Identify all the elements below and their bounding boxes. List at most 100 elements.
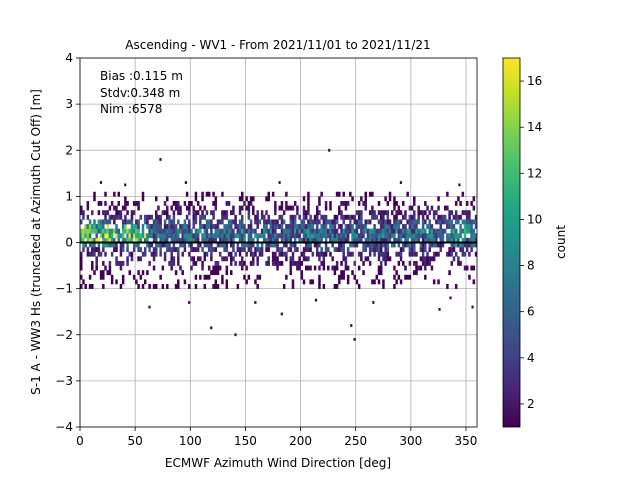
heatmap-cell (324, 205, 328, 211)
heatmap-cell (154, 219, 158, 225)
heatmap-cell (238, 210, 242, 216)
heatmap-cell (353, 228, 356, 234)
heatmap-cell (360, 237, 363, 243)
heatmap-cell (291, 205, 295, 211)
heatmap-cell (463, 233, 467, 239)
heatmap-cell (315, 233, 319, 239)
heatmap-cell (298, 265, 301, 271)
heatmap-cell (424, 219, 427, 225)
heatmap-cell (406, 242, 409, 248)
heatmap-cell (311, 224, 315, 229)
heatmap-cell (397, 224, 401, 229)
heatmap-cell (368, 251, 372, 257)
heatmap-cell (194, 219, 198, 225)
heatmap-cell (426, 251, 429, 257)
heatmap-cell (382, 214, 385, 220)
heatmap-cell (421, 233, 425, 239)
heatmap-cell (194, 274, 198, 280)
heatmap-cell (132, 247, 136, 253)
heatmap-cell (121, 224, 125, 229)
heatmap-cell (132, 224, 136, 229)
heatmap-cell (410, 233, 414, 239)
heatmap-cell (126, 219, 129, 225)
heatmap-cell (243, 200, 246, 206)
heatmap-cell (82, 279, 85, 285)
heatmap-cell (91, 284, 94, 289)
heatmap-cell (276, 242, 279, 248)
heatmap-cell (183, 233, 187, 239)
heatmap-cell (199, 224, 202, 229)
heatmap-cell (157, 228, 160, 234)
heatmap-cell (318, 265, 321, 271)
heatmap-cell (397, 205, 401, 211)
heatmap-cell (452, 233, 456, 239)
heatmap-cell (221, 228, 224, 234)
heatmap-cell (364, 196, 368, 202)
heatmap-cell (263, 214, 266, 220)
heatmap-cell (386, 200, 390, 206)
heatmap-cell (424, 260, 427, 266)
heatmap-cell (360, 228, 363, 234)
heatmap-cell (463, 237, 467, 243)
heatmap-cell (346, 279, 350, 285)
heatmap-cell (293, 228, 297, 234)
heatmap-cell (135, 219, 138, 225)
heatmap-cell (280, 214, 284, 220)
heatmap-cell (225, 284, 229, 289)
heatmap-cell (148, 284, 151, 289)
heatmap-cell (179, 224, 182, 229)
chart-title: Ascending - WV1 - From 2021/11/01 to 202… (125, 38, 430, 52)
heatmap-cell (289, 224, 293, 229)
heatmap-cell (91, 228, 94, 234)
heatmap-cell (424, 210, 427, 216)
heatmap-cell (267, 247, 270, 253)
heatmap-cell (276, 265, 279, 271)
heatmap-cell (115, 205, 118, 211)
heatmap-cell (159, 224, 162, 229)
heatmap-cell (161, 210, 165, 216)
heatmap-cell (143, 214, 147, 220)
heatmap-cell (386, 228, 390, 234)
heatmap-cell (375, 274, 379, 280)
heatmap-cell (256, 247, 259, 253)
heatmap-cell (424, 256, 427, 262)
heatmap-cell (143, 237, 147, 243)
heatmap-cell (157, 214, 160, 220)
heatmap-cell (166, 233, 169, 239)
heatmap-cell (399, 279, 403, 285)
heatmap-cell (470, 233, 473, 239)
heatmap-cell (188, 210, 191, 216)
heatmap-cell (93, 196, 96, 202)
heatmap-cell (172, 200, 176, 206)
heatmap-cell (366, 242, 370, 248)
heatmap-cell (452, 237, 456, 243)
heatmap-cell (256, 284, 259, 289)
heatmap-cell (368, 233, 372, 239)
heatmap-cell (214, 247, 218, 253)
heatmap-cell (106, 242, 109, 248)
heatmap-cell (214, 224, 218, 229)
heatmap-cell (379, 260, 383, 266)
heatmap-cell (421, 260, 425, 266)
heatmap-cell (280, 251, 284, 257)
heatmap-cell (463, 265, 467, 271)
heatmap-cell (265, 224, 268, 229)
heatmap-cell (203, 274, 207, 280)
heatmap-cell (470, 242, 473, 248)
heatmap-cell (340, 214, 343, 220)
heatmap-cell (285, 237, 288, 243)
heatmap-cell (318, 219, 321, 225)
heatmap-cell (454, 237, 458, 243)
heatmap-cell (267, 219, 270, 225)
heatmap-cell (291, 256, 295, 262)
heatmap-cell (315, 219, 319, 225)
heatmap-cell (196, 200, 200, 206)
heatmap-cell (313, 228, 317, 234)
heatmap-outlier (148, 305, 151, 309)
heatmap-cell (93, 237, 96, 243)
heatmap-cell (190, 200, 193, 206)
heatmap-cell (424, 242, 427, 248)
heatmap-cell (304, 247, 308, 253)
heatmap-cell (371, 247, 374, 253)
heatmap-cell (468, 210, 471, 216)
